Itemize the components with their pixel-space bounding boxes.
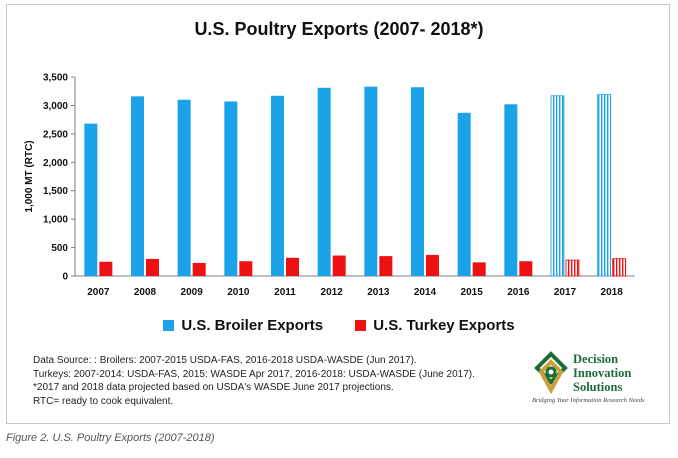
logo-emblem-icon: [534, 351, 568, 394]
x-tick-label: 2010: [227, 287, 250, 298]
logo-line: Solutions: [573, 380, 623, 394]
broiler-bar: [271, 95, 284, 277]
broiler-bar: [84, 123, 98, 276]
note-line: Data Source: : Broilers: 2007-2015 USDA-…: [33, 355, 417, 366]
logo-line: Decision: [573, 352, 619, 366]
turkey-bar: [332, 255, 346, 276]
note-line: Turkeys: 2007-2014: USDA-FAS, 2015: WASD…: [33, 368, 475, 380]
x-tick-label: 2011: [274, 287, 296, 298]
y-axis-title: 1,000 MT (RTC): [24, 140, 35, 212]
broiler-bar: [317, 87, 331, 276]
legend: U.S. Broiler Exports U.S. Turkey Exports: [7, 317, 671, 335]
broiler-bar: [224, 101, 238, 276]
chart-title: U.S. Poultry Exports (2007- 2018*): [194, 19, 484, 39]
turkey-bar: [472, 262, 486, 276]
broiler-bar: [504, 104, 518, 276]
chart-frame: U.S. Poultry Exports (2007- 2018*) 0 500 1…: [6, 4, 670, 424]
x-tick-label: 2014: [414, 287, 437, 298]
x-tick-label: 2015: [461, 287, 484, 298]
y-tick-label: 2,500: [43, 129, 68, 140]
logo-tagline: Bridging Your Information Research Needs: [532, 397, 645, 404]
turkey-bar: [286, 257, 299, 276]
legend-item-turkey: U.S. Turkey Exports: [355, 317, 515, 334]
x-tick-label: 2013: [367, 287, 390, 298]
logo-wordmark: Decision Innovation Solutions: [573, 352, 631, 394]
broiler-bar: [457, 112, 471, 276]
y-tick-label: 1,000: [43, 215, 68, 226]
note-line: *2017 and 2018 data projected based on U…: [33, 382, 394, 394]
figure-caption: Figure 2. U.S. Poultry Exports (2007-201…: [6, 432, 215, 444]
broiler-bar: [411, 87, 424, 276]
y-tick-label: 3,000: [43, 101, 68, 112]
turkey-bar: [379, 256, 393, 276]
broiler-bar: [177, 99, 191, 276]
turkey-bar: [99, 261, 113, 276]
legend-item-broiler: U.S. Broiler Exports: [163, 317, 323, 334]
turkey-bar: [565, 259, 580, 277]
turkey-bar: [192, 262, 206, 276]
broiler-bar: [131, 96, 144, 277]
turkey-bar: [519, 261, 533, 276]
y-tick-label: 3,500: [43, 73, 68, 84]
y-tick-label: 1,500: [43, 186, 68, 197]
legend-swatch-turkey: [355, 320, 367, 331]
x-tick-label: 2012: [321, 287, 344, 298]
legend-label-turkey: U.S. Turkey Exports: [373, 317, 515, 334]
legend-swatch-broiler: [163, 320, 175, 331]
bar-chart-plot: 0 500 1,000 1,500 2,000 2,500 3,000 3,500 1,000 …: [24, 73, 635, 298]
x-tick-label: 2008: [134, 287, 157, 298]
y-tick-label: 2,000: [43, 158, 68, 169]
broiler-bar: [597, 94, 612, 277]
source-notes: Data Source: : Broilers: 2007-2015 USDA-…: [33, 354, 475, 408]
note-line: RTC= ready to cook equivalent.: [33, 395, 174, 407]
company-logo: Decision Innovation Solutions Bridging Y…: [531, 350, 671, 414]
turkey-bar: [612, 258, 627, 277]
logo-line: Innovation: [573, 366, 632, 380]
y-tick-label: 0: [62, 272, 68, 283]
x-tick-label: 2018: [601, 287, 624, 298]
broiler-bar: [364, 86, 378, 276]
turkey-bar: [426, 254, 439, 276]
turkey-bar: [146, 258, 159, 276]
x-tick-label: 2009: [181, 287, 204, 298]
x-tick-label: 2007: [87, 287, 110, 298]
legend-label-broiler: U.S. Broiler Exports: [181, 317, 324, 334]
y-tick-label: 500: [51, 243, 68, 254]
broiler-bar: [550, 95, 565, 277]
x-tick-label: 2017: [554, 287, 577, 298]
x-tick-label: 2016: [507, 287, 530, 298]
turkey-bar: [239, 261, 253, 276]
